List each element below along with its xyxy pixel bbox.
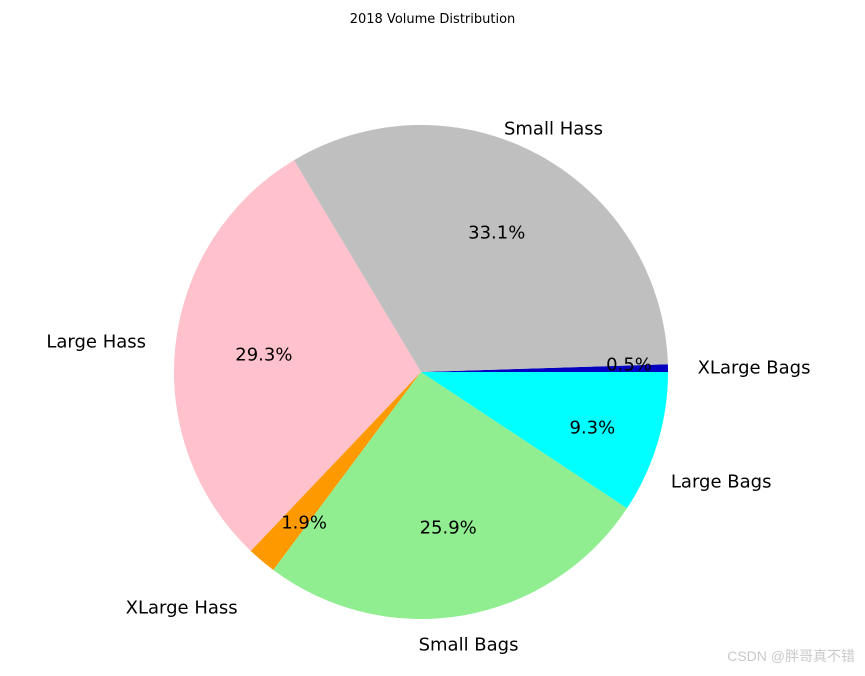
pie-slice-label: Small Bags [419, 634, 519, 655]
pie-slice-pct: 0.5% [606, 354, 652, 375]
pie-slice-pct: 25.9% [420, 517, 477, 538]
pie-slice-label: Large Bags [671, 471, 772, 492]
pie-slice-label: XLarge Hass [126, 598, 238, 619]
pie-slice-label: Large Hass [46, 331, 146, 352]
pie-slice-pct: 29.3% [235, 344, 292, 365]
chart-title: 2018 Volume Distribution [0, 12, 865, 27]
pie-slice-pct: 9.3% [570, 417, 616, 438]
pie-slice-label: Small Hass [504, 119, 603, 140]
pie-slice-pct: 1.9% [281, 512, 327, 533]
pie-slice-pct: 33.1% [468, 223, 525, 244]
pie-slice-label: XLarge Bags [698, 357, 811, 378]
pie-chart [174, 125, 668, 619]
watermark: CSDN @胖哥真不错 [727, 646, 855, 666]
